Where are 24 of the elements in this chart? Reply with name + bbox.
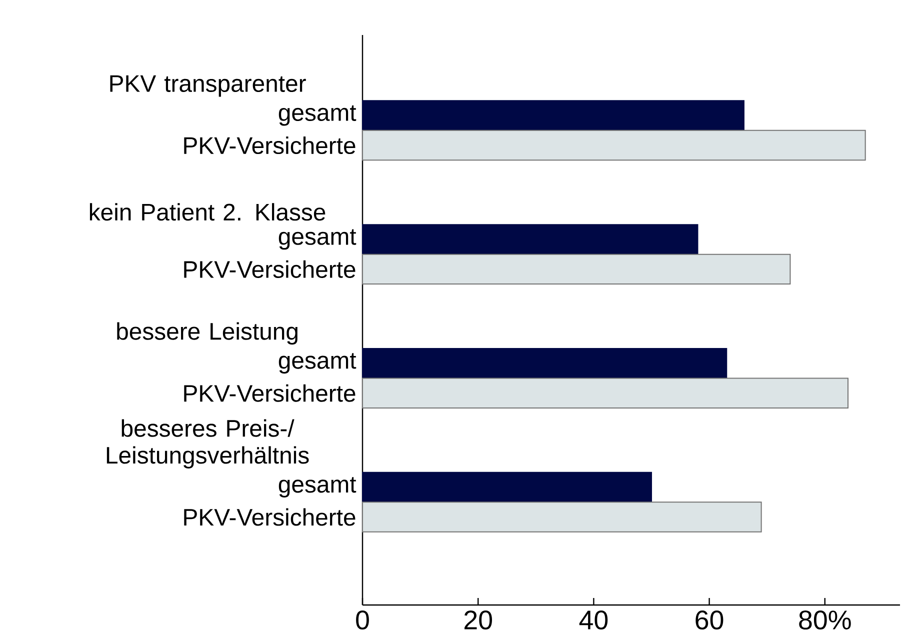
bar (362, 100, 744, 131)
bar (362, 348, 728, 379)
series-label: PKV-Versicherte (184, 136, 356, 154)
bar (362, 224, 698, 255)
text: gesamt (278, 229, 356, 250)
bar (362, 502, 762, 532)
x-tick-label: 0 (356, 610, 369, 630)
x-tick-label: 80% (799, 610, 851, 630)
bar (362, 378, 848, 408)
x-tick-label: 40 (579, 610, 608, 630)
text: PKV-Versicherte (184, 508, 356, 526)
text: gesamt (278, 353, 356, 374)
y-tick-label: PKV transparenter (110, 75, 306, 97)
bar (362, 254, 791, 285)
text: gesamt (278, 477, 356, 498)
bar (362, 130, 866, 161)
y-tick-label: kein Patient 2. Klasse (90, 203, 326, 221)
text: PKV-Versicherte (184, 260, 356, 278)
bar (362, 472, 652, 503)
x-tick-label: 60 (696, 610, 724, 630)
y-tick-label: bessere Leistung (117, 322, 298, 345)
series-label: gesamt (278, 105, 356, 126)
text: PKV-Versicherte (184, 384, 356, 402)
x-tick-label: 20 (464, 610, 492, 630)
